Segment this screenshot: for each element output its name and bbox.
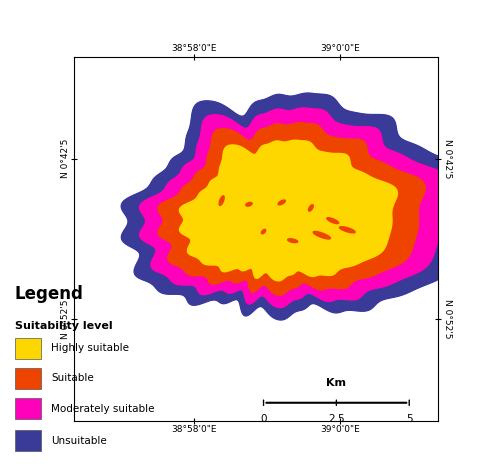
Polygon shape: [219, 196, 224, 205]
Polygon shape: [140, 108, 449, 307]
Polygon shape: [262, 229, 266, 234]
Text: Unsuitable: Unsuitable: [51, 436, 107, 446]
Text: N 0°52'5: N 0°52'5: [442, 299, 452, 339]
Bar: [15, 338, 41, 359]
Polygon shape: [278, 200, 285, 205]
Text: N 0°42'5: N 0°42'5: [61, 139, 70, 178]
Polygon shape: [121, 93, 473, 320]
Text: 39°0'0"E: 39°0'0"E: [320, 44, 360, 53]
Bar: [15, 430, 41, 451]
Bar: [15, 398, 41, 419]
Polygon shape: [308, 205, 314, 211]
Text: 38°58'0"E: 38°58'0"E: [172, 44, 217, 53]
Text: Suitability level: Suitability level: [15, 321, 112, 331]
Text: 5: 5: [406, 414, 412, 424]
Text: Km: Km: [326, 378, 346, 388]
Text: 38°58'0"E: 38°58'0"E: [172, 425, 217, 434]
Text: 2.5: 2.5: [328, 414, 344, 424]
Text: N 0°52'5: N 0°52'5: [61, 299, 70, 339]
Polygon shape: [313, 231, 330, 239]
Polygon shape: [246, 202, 252, 206]
Text: 39°0'0"E: 39°0'0"E: [320, 425, 360, 434]
Text: N 0°42'5: N 0°42'5: [442, 139, 452, 178]
Text: Highly suitable: Highly suitable: [51, 343, 129, 353]
Text: Suitable: Suitable: [51, 373, 94, 384]
Bar: [15, 368, 41, 389]
Text: Legend: Legend: [15, 285, 84, 303]
Polygon shape: [327, 218, 338, 224]
Polygon shape: [158, 123, 425, 295]
Polygon shape: [340, 227, 355, 233]
Polygon shape: [288, 239, 298, 243]
Text: Moderately suitable: Moderately suitable: [51, 403, 154, 414]
Text: 0: 0: [260, 414, 267, 424]
Polygon shape: [180, 140, 398, 281]
